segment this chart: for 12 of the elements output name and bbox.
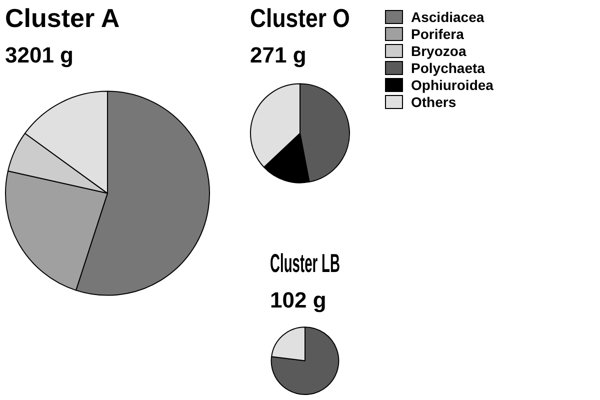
legend-label: Polychaeta xyxy=(411,60,485,76)
legend-label: Porifera xyxy=(411,26,464,42)
text: 271 g xyxy=(250,42,306,68)
chart-subtitle: 3201 g xyxy=(5,42,74,68)
chart-title: Cluster A xyxy=(5,2,120,33)
chart-subtitle: 102 g xyxy=(270,287,326,312)
legend-label: Ophiuroidea xyxy=(411,76,494,92)
legend-label: Ascidiacea xyxy=(411,8,484,24)
chart-title: Cluster O xyxy=(250,4,350,34)
chart-title: Cluster LB xyxy=(270,249,340,278)
legend-label: Bryozoa xyxy=(411,42,466,58)
legend-label: Others xyxy=(411,94,456,110)
